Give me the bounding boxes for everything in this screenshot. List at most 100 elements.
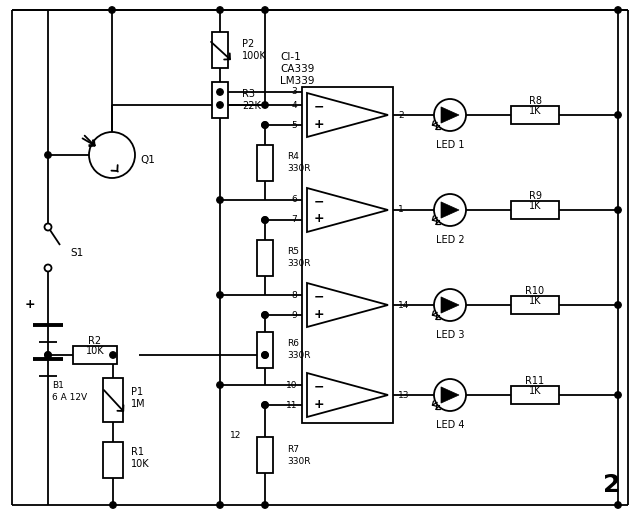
Text: R4: R4 <box>287 152 299 161</box>
Text: 5: 5 <box>291 121 297 130</box>
Circle shape <box>217 382 223 388</box>
Circle shape <box>110 502 116 508</box>
Text: 1K: 1K <box>529 201 541 211</box>
Text: 6: 6 <box>291 195 297 205</box>
Bar <box>103 442 123 478</box>
Circle shape <box>217 102 223 108</box>
Circle shape <box>262 102 268 108</box>
Circle shape <box>434 379 466 411</box>
Bar <box>257 239 273 276</box>
Bar <box>511 201 559 219</box>
Bar <box>511 296 559 314</box>
Circle shape <box>262 217 268 223</box>
Text: 330R: 330R <box>287 456 310 466</box>
Text: 1K: 1K <box>529 386 541 396</box>
Circle shape <box>45 223 51 231</box>
Text: 1M: 1M <box>131 399 146 409</box>
Circle shape <box>45 265 51 271</box>
Circle shape <box>262 402 268 408</box>
Text: R11: R11 <box>525 376 545 386</box>
Text: CA339: CA339 <box>280 64 314 74</box>
Circle shape <box>217 89 223 95</box>
Text: 1: 1 <box>398 206 404 214</box>
Bar <box>212 82 228 118</box>
Text: 8: 8 <box>291 291 297 299</box>
Circle shape <box>262 7 268 13</box>
Text: Q1: Q1 <box>140 155 155 165</box>
Circle shape <box>434 289 466 321</box>
Text: P2: P2 <box>242 39 254 49</box>
Bar <box>73 346 117 364</box>
Text: 22K: 22K <box>242 101 261 111</box>
Text: R10: R10 <box>525 286 545 296</box>
Text: −: − <box>314 195 324 209</box>
Circle shape <box>262 217 268 223</box>
Text: 10K: 10K <box>131 459 150 469</box>
Circle shape <box>262 352 268 358</box>
Text: R5: R5 <box>287 247 299 256</box>
Circle shape <box>45 352 51 358</box>
Text: CI-1: CI-1 <box>280 52 301 62</box>
Text: 9: 9 <box>291 310 297 320</box>
Text: 2: 2 <box>398 110 404 120</box>
Bar <box>511 106 559 124</box>
Polygon shape <box>441 107 459 123</box>
Text: LED 4: LED 4 <box>436 420 464 430</box>
Circle shape <box>262 352 268 358</box>
Circle shape <box>262 122 268 128</box>
Text: P1: P1 <box>131 387 143 397</box>
Bar <box>212 32 228 68</box>
Circle shape <box>45 352 51 358</box>
Text: 6 A 12V: 6 A 12V <box>52 393 87 401</box>
Text: 330R: 330R <box>287 259 310 268</box>
Polygon shape <box>307 188 388 232</box>
Text: LED 1: LED 1 <box>436 140 464 150</box>
Text: LED 2: LED 2 <box>436 235 464 245</box>
Text: 2: 2 <box>603 473 620 497</box>
Text: 11: 11 <box>285 400 297 410</box>
Circle shape <box>89 132 135 178</box>
Text: 12: 12 <box>230 431 241 440</box>
Polygon shape <box>307 373 388 417</box>
Circle shape <box>45 152 51 158</box>
Circle shape <box>217 292 223 298</box>
Circle shape <box>615 207 621 213</box>
Circle shape <box>615 7 621 13</box>
Bar <box>257 332 273 368</box>
Circle shape <box>262 122 268 128</box>
Text: 3: 3 <box>291 88 297 96</box>
Text: R2: R2 <box>88 336 102 346</box>
Text: 10K: 10K <box>86 346 104 356</box>
Text: B1: B1 <box>52 381 64 390</box>
Circle shape <box>110 352 116 358</box>
Text: 13: 13 <box>398 391 410 399</box>
Circle shape <box>217 7 223 13</box>
Text: 4: 4 <box>291 100 297 109</box>
Text: 7: 7 <box>291 215 297 224</box>
Polygon shape <box>441 387 459 403</box>
Polygon shape <box>307 283 388 327</box>
Text: +: + <box>314 118 324 131</box>
Circle shape <box>262 402 268 408</box>
Text: LED 3: LED 3 <box>436 330 464 340</box>
Text: R9: R9 <box>529 191 541 201</box>
Text: +: + <box>25 298 35 311</box>
Circle shape <box>262 312 268 318</box>
Text: +: + <box>314 212 324 225</box>
Text: R6: R6 <box>287 339 299 349</box>
Bar <box>302 87 393 423</box>
Circle shape <box>434 194 466 226</box>
Polygon shape <box>441 202 459 218</box>
Text: 14: 14 <box>398 300 410 309</box>
Circle shape <box>217 197 223 203</box>
Text: +: + <box>314 397 324 410</box>
Circle shape <box>615 392 621 398</box>
Text: 1K: 1K <box>529 296 541 306</box>
Text: S1: S1 <box>70 248 83 257</box>
Text: 10: 10 <box>285 381 297 390</box>
Text: 100K: 100K <box>242 51 267 61</box>
Circle shape <box>262 502 268 508</box>
Circle shape <box>109 7 115 13</box>
Polygon shape <box>307 93 388 137</box>
Polygon shape <box>441 297 459 313</box>
